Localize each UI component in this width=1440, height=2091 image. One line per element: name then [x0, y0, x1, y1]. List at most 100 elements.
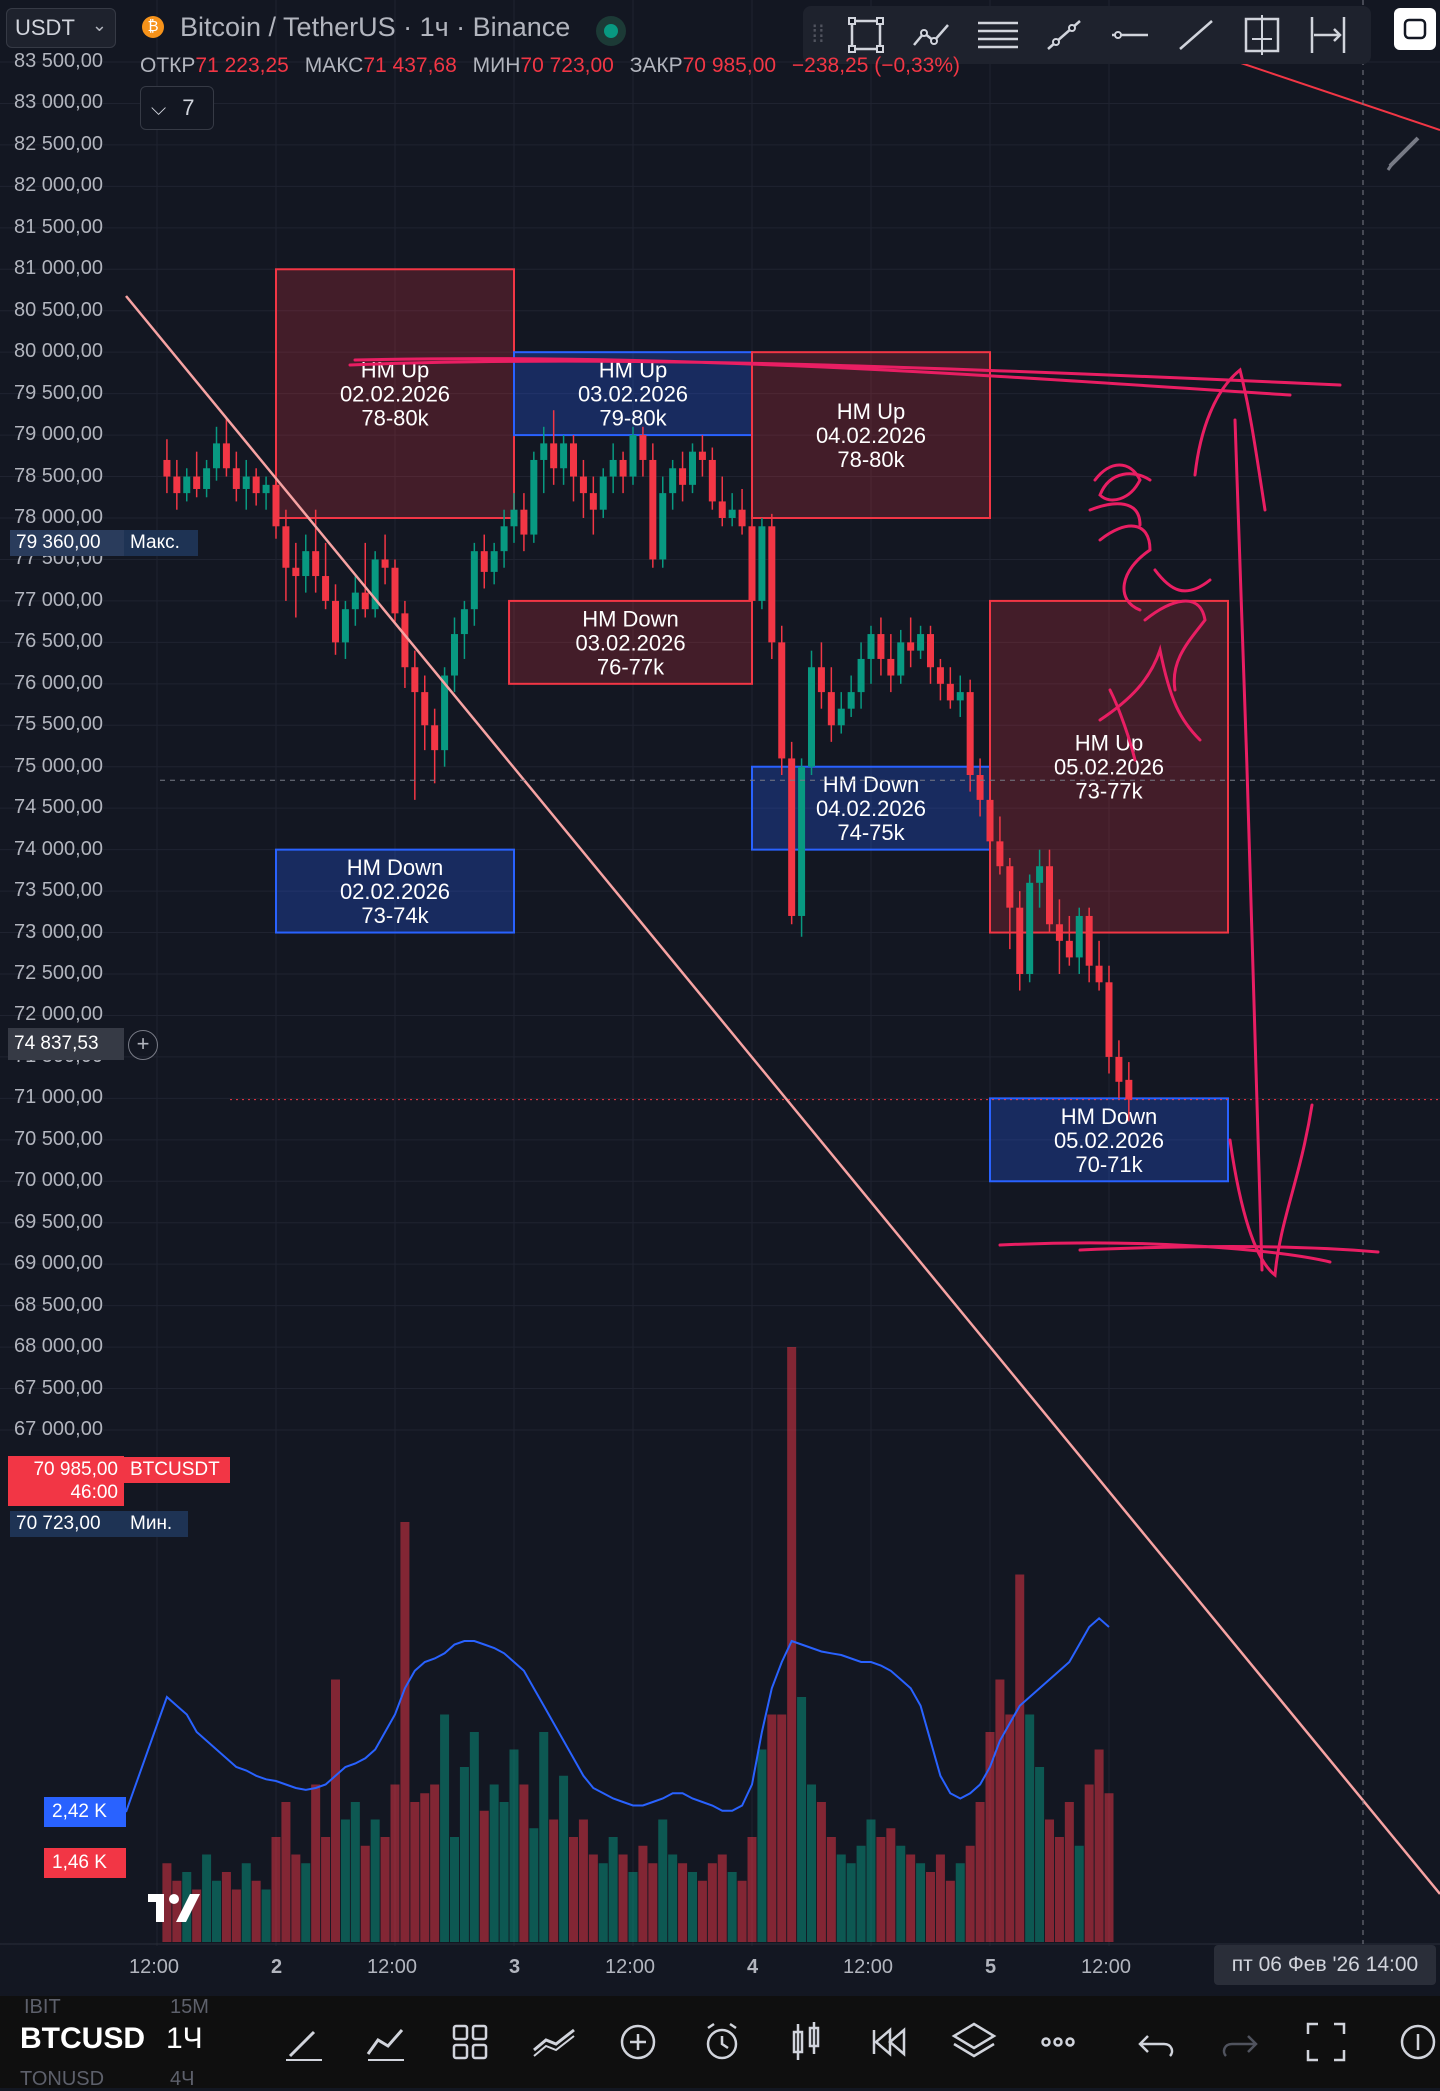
- volume-ma-tag: 2,42 K: [44, 1797, 126, 1827]
- candle-body: [857, 658, 865, 693]
- indicators-button[interactable]: [360, 2016, 412, 2068]
- trend-line-tool-button[interactable]: [1031, 6, 1097, 64]
- price-tick-label: 71 000,00: [14, 1086, 103, 1109]
- volume-bar: [539, 1732, 549, 1942]
- add-alert-button[interactable]: +: [128, 1030, 158, 1060]
- volume-bar: [975, 1802, 985, 1942]
- sync-button[interactable]: [1394, 8, 1436, 50]
- volume-bar: [1094, 1749, 1104, 1942]
- fullscreen-button[interactable]: [1300, 2016, 1352, 2068]
- ghost-tf-below: 4Ч: [170, 2068, 195, 2090]
- timeframe-button[interactable]: 1Ч: [166, 2022, 203, 2055]
- volume-bar: [509, 1749, 519, 1942]
- chart-title[interactable]: Bitcoin / TetherUS · 1ч · Binance: [180, 12, 571, 42]
- candle-body: [728, 509, 736, 518]
- layout-button[interactable]: [444, 2016, 496, 2068]
- candle-body: [847, 692, 855, 709]
- price-tick-label: 75 000,00: [14, 754, 103, 777]
- price-tick-label: 72 500,00: [14, 962, 103, 984]
- currency-select[interactable]: USDT ⌄: [6, 8, 116, 48]
- volume-bar: [1074, 1845, 1084, 1942]
- fib-tool-button[interactable]: [965, 6, 1031, 64]
- candle-body: [579, 476, 587, 494]
- indicators-icon: [366, 2029, 404, 2061]
- box-label-line: 73-77k: [1075, 779, 1143, 804]
- box-rect: [275, 848, 515, 934]
- volume-bar: [935, 1854, 945, 1942]
- candle-body: [768, 526, 776, 643]
- price-tick-label: 68 000,00: [14, 1335, 103, 1358]
- candle-body: [758, 526, 766, 601]
- open-value: 71 223,25: [195, 54, 289, 77]
- object-tree-button[interactable]: [1388, 2016, 1440, 2068]
- candle-body: [371, 559, 379, 610]
- candle-body: [312, 551, 320, 577]
- redo-button[interactable]: [1214, 2016, 1266, 2068]
- volume-bar: [985, 1732, 995, 1942]
- time-tick-label: 12:00: [843, 1956, 894, 1978]
- candle-body: [1125, 1079, 1133, 1100]
- layers-icon: [951, 2022, 997, 2058]
- candle-body: [421, 692, 429, 726]
- volume-bar: [479, 1810, 489, 1942]
- volume-bar: [331, 1679, 340, 1942]
- candle-body: [619, 459, 627, 477]
- line-icon: [1179, 20, 1213, 50]
- volume-bar: [301, 1863, 311, 1942]
- layers-button[interactable]: [948, 2016, 1000, 2068]
- add-button[interactable]: [612, 2016, 664, 2068]
- horizontal-ray-tool-button[interactable]: [1097, 6, 1163, 64]
- candle-body: [659, 493, 667, 560]
- volume-bar: [727, 1872, 737, 1942]
- price-tick-label: 73 000,00: [14, 920, 103, 943]
- fullscreen-icon: [1306, 2022, 1346, 2062]
- price-tick-label: 80 000,00: [14, 340, 103, 363]
- volume-bar: [638, 1845, 648, 1942]
- chart-type-button[interactable]: [780, 2016, 832, 2068]
- candle-body: [351, 592, 359, 610]
- line-tool-button[interactable]: [1163, 6, 1229, 64]
- candle-body: [510, 509, 518, 527]
- close-value: 70 985,00: [682, 54, 777, 77]
- candle-body: [222, 443, 230, 469]
- volume-bar: [876, 1837, 886, 1942]
- rectangle-icon: [848, 17, 884, 53]
- path-tool-button[interactable]: [899, 6, 965, 64]
- candle-body: [431, 725, 439, 751]
- grip-icon[interactable]: ⁞⁞: [811, 21, 825, 48]
- price-tick-label: 77 000,00: [14, 588, 103, 611]
- symbol-button[interactable]: BTCUSD: [20, 2022, 145, 2055]
- rectangle-tool-button[interactable]: [833, 6, 899, 64]
- undo-button[interactable]: [1130, 2016, 1182, 2068]
- candle-body: [183, 476, 191, 494]
- volume-bar: [360, 1845, 370, 1942]
- indicators-toggle[interactable]: ⌵ 7: [140, 86, 214, 130]
- pencil-icon: [1386, 136, 1420, 171]
- volume-bar: [162, 1863, 172, 1942]
- box-label-line: 78-80k: [837, 447, 905, 472]
- box-label-line: 73-74k: [361, 903, 429, 928]
- replay-button[interactable]: [864, 2016, 916, 2068]
- draw-button[interactable]: [278, 2016, 330, 2068]
- candle-body: [679, 468, 687, 485]
- box-label-line: HM Down: [823, 772, 920, 797]
- measure-tool-button[interactable]: [1229, 6, 1295, 64]
- candle-body: [262, 484, 270, 494]
- time-tick-label: 3: [509, 1956, 521, 1978]
- volume-bar: [221, 1872, 231, 1942]
- box-label-line: 70-71k: [1075, 1152, 1143, 1177]
- compare-button[interactable]: [528, 2016, 580, 2068]
- more-button[interactable]: [1032, 2016, 1084, 2068]
- date-range-tool-button[interactable]: [1295, 6, 1361, 64]
- box-label-line: HM Down: [582, 606, 679, 631]
- draw-fab-button[interactable]: [1380, 120, 1430, 180]
- box-label-line: 03.02.2026: [575, 630, 685, 655]
- alert-button[interactable]: [696, 2016, 748, 2068]
- change-value: −238,25 (−0,33%): [791, 54, 961, 77]
- candle-body: [927, 634, 934, 668]
- volume-bar: [1025, 1714, 1035, 1942]
- candle-body: [361, 592, 369, 610]
